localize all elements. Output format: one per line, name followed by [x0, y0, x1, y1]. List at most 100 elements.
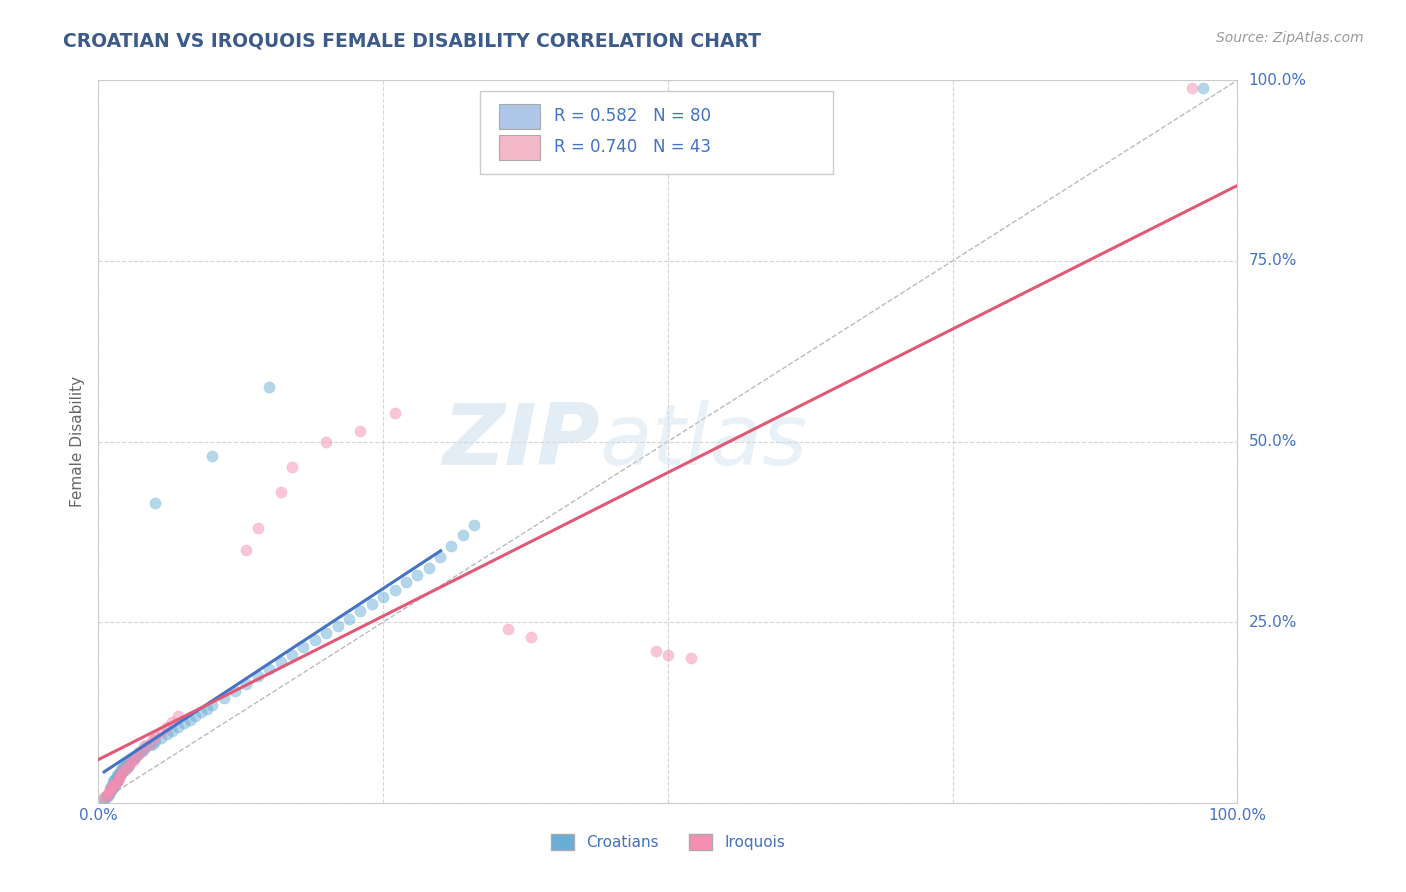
Point [349, 604, 371, 618]
Point [201, 698, 224, 713]
Point [121, 752, 143, 766]
Point [108, 767, 131, 781]
Point [156, 720, 179, 734]
Point [167, 709, 190, 723]
Point [101, 780, 124, 794]
Point [127, 747, 149, 761]
Point [114, 758, 136, 772]
Text: 75.0%: 75.0% [1249, 253, 1298, 268]
Point [122, 751, 145, 765]
Point [105, 768, 128, 782]
Point [235, 676, 257, 690]
Point [162, 714, 184, 729]
Point [110, 764, 132, 778]
Point [259, 662, 281, 676]
FancyBboxPatch shape [479, 91, 832, 174]
Point [150, 725, 173, 739]
Point [360, 597, 382, 611]
Point [107, 772, 129, 787]
Point [259, 380, 281, 394]
Point [97, 785, 120, 799]
Text: ZIP: ZIP [441, 400, 599, 483]
Point [371, 590, 394, 604]
Point [101, 778, 124, 792]
Point [315, 626, 337, 640]
Point [115, 760, 138, 774]
Point [162, 723, 184, 738]
Point [395, 575, 418, 590]
Point [349, 424, 371, 438]
Point [326, 619, 349, 633]
Point [112, 764, 135, 778]
Point [645, 644, 668, 658]
Point [110, 767, 132, 781]
Point [120, 756, 142, 770]
Point [184, 709, 207, 723]
Point [124, 751, 146, 765]
Text: 25.0%: 25.0% [1249, 615, 1298, 630]
Point [103, 778, 125, 792]
Point [117, 760, 139, 774]
Bar [499, 104, 540, 128]
Point [97, 787, 120, 801]
Point [108, 765, 131, 780]
Point [246, 521, 269, 535]
Point [96, 787, 118, 801]
Point [98, 782, 121, 797]
Point [292, 640, 315, 655]
Point [190, 706, 212, 720]
Point [406, 568, 429, 582]
Text: Source: ZipAtlas.com: Source: ZipAtlas.com [1216, 31, 1364, 45]
Point [132, 739, 155, 754]
Point [96, 789, 118, 803]
Point [135, 739, 157, 754]
Point [128, 745, 150, 759]
Point [212, 691, 235, 706]
Point [125, 748, 148, 763]
Text: R = 0.740   N = 43: R = 0.740 N = 43 [554, 138, 711, 156]
Point [156, 727, 179, 741]
Point [108, 768, 131, 782]
Point [281, 648, 304, 662]
Y-axis label: Female Disability: Female Disability [69, 376, 84, 508]
Point [1181, 80, 1204, 95]
Point [103, 781, 125, 796]
Point [657, 648, 679, 662]
Point [104, 771, 127, 785]
Point [112, 761, 135, 775]
Point [107, 772, 129, 787]
Point [105, 774, 128, 789]
Point [121, 754, 143, 768]
Point [103, 774, 125, 789]
Point [463, 517, 485, 532]
Point [103, 772, 125, 787]
Point [118, 758, 141, 772]
Point [337, 611, 360, 625]
Legend: Croatians, Iroquois: Croatians, Iroquois [544, 829, 792, 856]
Point [111, 765, 134, 780]
Bar [499, 136, 540, 160]
Point [451, 528, 474, 542]
Point [142, 737, 165, 751]
Point [315, 434, 337, 449]
Point [108, 771, 131, 785]
Point [429, 550, 451, 565]
Point [384, 582, 406, 597]
Point [270, 485, 292, 500]
Point [179, 713, 201, 727]
Point [104, 775, 127, 789]
Point [127, 747, 149, 761]
Point [112, 760, 135, 774]
Point [98, 781, 121, 796]
Point [131, 744, 153, 758]
Point [114, 761, 136, 775]
Point [98, 785, 121, 799]
Point [117, 756, 139, 770]
Text: R = 0.582   N = 80: R = 0.582 N = 80 [554, 107, 711, 126]
Point [101, 780, 124, 794]
Point [105, 774, 128, 789]
Point [93, 792, 115, 806]
Point [114, 764, 136, 778]
Point [131, 744, 153, 758]
Text: 50.0%: 50.0% [1249, 434, 1298, 449]
